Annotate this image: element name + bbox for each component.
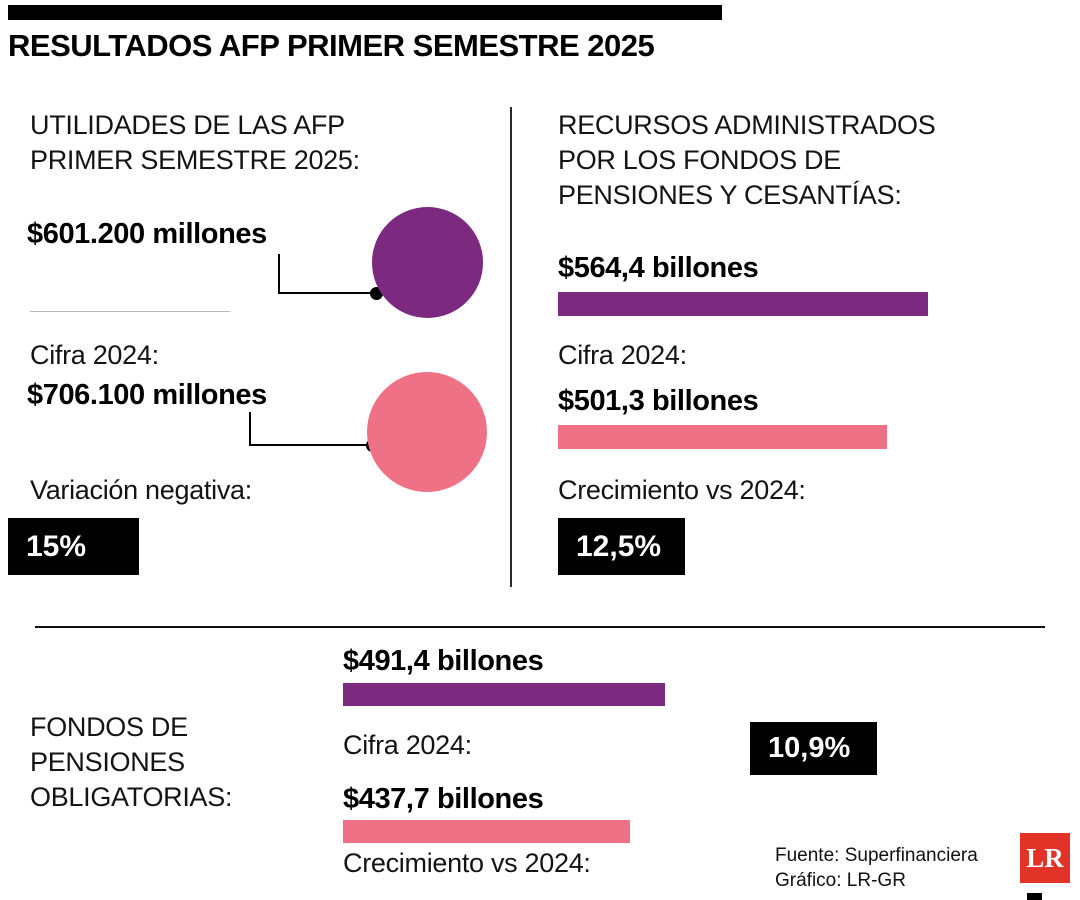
bottom-cifra-label: Cifra 2024: xyxy=(343,730,472,760)
bottom-value-2025: $491,4 billones xyxy=(343,645,544,677)
bottom-bar-2025 xyxy=(343,683,665,706)
right-growth-badge-value: 12,5% xyxy=(576,529,662,563)
bubble-2025 xyxy=(372,207,483,318)
variation-badge-value: 15% xyxy=(26,529,87,563)
lr-logo: LR xyxy=(1020,833,1070,883)
header-top-bar xyxy=(8,5,722,20)
right-growth-label: Crecimiento vs 2024: xyxy=(558,475,806,505)
left-cifra-label: Cifra 2024: xyxy=(30,340,159,370)
connector-line-vertical-2024 xyxy=(249,412,251,446)
right-value-2024: $501,3 billones xyxy=(558,385,759,417)
left-value-2024: $706.100 millones xyxy=(27,379,267,411)
left-value-2025: $601.200 millones xyxy=(27,218,267,250)
bottom-value-2024: $437,7 billones xyxy=(343,783,544,815)
right-cifra-label: Cifra 2024: xyxy=(558,340,687,370)
graphic-credit: Gráfico: LR-GR xyxy=(775,870,906,891)
right-bar-2024 xyxy=(558,425,887,449)
source-credit: Fuente: Superfinanciera xyxy=(775,845,978,866)
left-panel-heading: UTILIDADES DE LAS AFP PRIMER SEMESTRE 20… xyxy=(30,110,360,175)
right-bar-2025 xyxy=(558,292,928,316)
bottom-panel-heading: FONDOS DE PENSIONES OBLIGATORIAS: xyxy=(30,712,233,812)
bottom-bar-2024 xyxy=(343,820,630,843)
connector-line-horizontal-2024 xyxy=(249,444,373,446)
page-title: RESULTADOS AFP PRIMER SEMESTRE 2025 xyxy=(8,28,655,63)
variation-badge: 15% xyxy=(8,518,139,575)
logo-crop-mark xyxy=(1027,893,1042,900)
variation-label: Variación negativa: xyxy=(30,475,252,505)
connector-line-horizontal-2025 xyxy=(278,292,378,294)
right-growth-badge: 12,5% xyxy=(558,518,685,575)
lr-logo-text: LR xyxy=(1026,842,1064,873)
column-divider xyxy=(510,107,512,587)
bottom-growth-badge-value: 10,9% xyxy=(768,732,851,764)
bottom-growth-badge: 10,9% xyxy=(750,722,877,775)
left-panel-divider xyxy=(30,311,230,312)
section-divider xyxy=(35,626,1045,628)
bottom-growth-label: Crecimiento vs 2024: xyxy=(343,848,591,878)
connector-line-vertical-2025 xyxy=(278,254,280,294)
right-panel-heading: RECURSOS ADMINISTRADOS POR LOS FONDOS DE… xyxy=(558,110,936,210)
right-value-2025: $564,4 billones xyxy=(558,252,759,284)
bubble-2024 xyxy=(367,372,487,492)
